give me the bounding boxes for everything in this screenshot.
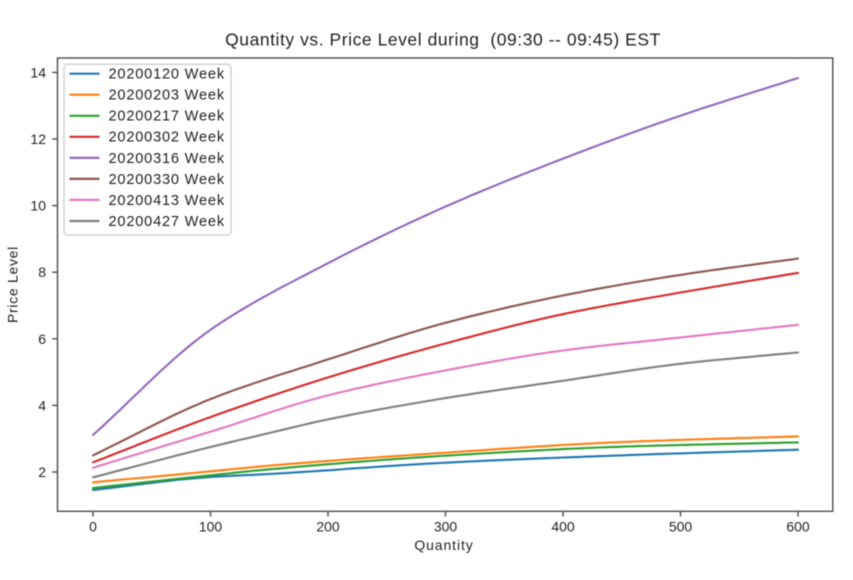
svg-text:600: 600	[786, 519, 810, 535]
svg-text:20200120 Week: 20200120 Week	[109, 67, 225, 83]
svg-text:20200217 Week: 20200217 Week	[109, 109, 225, 125]
svg-text:100: 100	[199, 519, 223, 535]
svg-text:500: 500	[669, 519, 693, 535]
svg-text:20200316 Week: 20200316 Week	[109, 151, 225, 167]
svg-text:14: 14	[30, 64, 46, 80]
svg-text:200: 200	[316, 519, 340, 535]
svg-text:20200302 Week: 20200302 Week	[109, 130, 225, 146]
svg-text:Quantity vs. Price Level durin: Quantity vs. Price Level during (09:30 -…	[225, 30, 661, 50]
svg-text:6: 6	[38, 331, 46, 347]
svg-text:20200427 Week: 20200427 Week	[109, 214, 225, 230]
svg-text:12: 12	[30, 131, 46, 147]
svg-text:4: 4	[38, 397, 46, 413]
svg-text:10: 10	[30, 198, 46, 214]
svg-text:Quantity: Quantity	[414, 537, 473, 553]
svg-text:20200203 Week: 20200203 Week	[109, 88, 225, 104]
svg-text:Price Level: Price Level	[5, 246, 21, 323]
svg-text:300: 300	[434, 519, 458, 535]
svg-text:400: 400	[551, 519, 575, 535]
svg-text:0: 0	[89, 519, 97, 535]
svg-text:20200413 Week: 20200413 Week	[109, 193, 225, 209]
svg-text:2: 2	[38, 464, 46, 480]
svg-text:8: 8	[38, 264, 46, 280]
svg-text:20200330 Week: 20200330 Week	[109, 172, 225, 188]
